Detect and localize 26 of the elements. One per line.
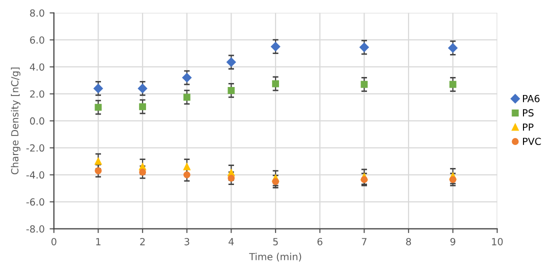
x-tick-label: 8 — [406, 238, 411, 246]
y-tick-label: -2.0 — [26, 144, 44, 152]
legend-label: PP — [523, 124, 534, 131]
y-tick-label: 6.0 — [30, 36, 44, 44]
x-tick-label: 9 — [450, 238, 456, 246]
x-tick-label: 1 — [96, 238, 100, 246]
legend-label: PVC — [523, 138, 541, 146]
x-tick-label: 0 — [51, 238, 56, 246]
y-tick-label: 8.0 — [30, 9, 44, 17]
x-tick-label: 2 — [140, 238, 145, 246]
y-tick-label: -4.0 — [26, 171, 44, 179]
x-tick-label: 10 — [492, 238, 503, 246]
y-tick-label: 4.0 — [30, 63, 44, 71]
y-axis-title: Charge Density [nC/g] — [10, 68, 20, 174]
x-tick-label: 7 — [362, 238, 366, 246]
x-tick-label: 4 — [228, 238, 234, 246]
y-tick-label: 2.0 — [30, 90, 44, 98]
legend-label: PS — [523, 109, 534, 117]
x-tick-label: 6 — [317, 238, 322, 246]
x-tick-label: 5 — [273, 238, 278, 246]
x-axis-title: Time (min) — [249, 252, 302, 262]
y-tick-label: -6.0 — [26, 198, 44, 206]
y-tick-label: -8.0 — [26, 225, 44, 233]
y-tick-label: 0.0 — [30, 117, 44, 125]
legend-label: PA6 — [523, 94, 540, 102]
x-tick-label: 3 — [184, 238, 190, 246]
